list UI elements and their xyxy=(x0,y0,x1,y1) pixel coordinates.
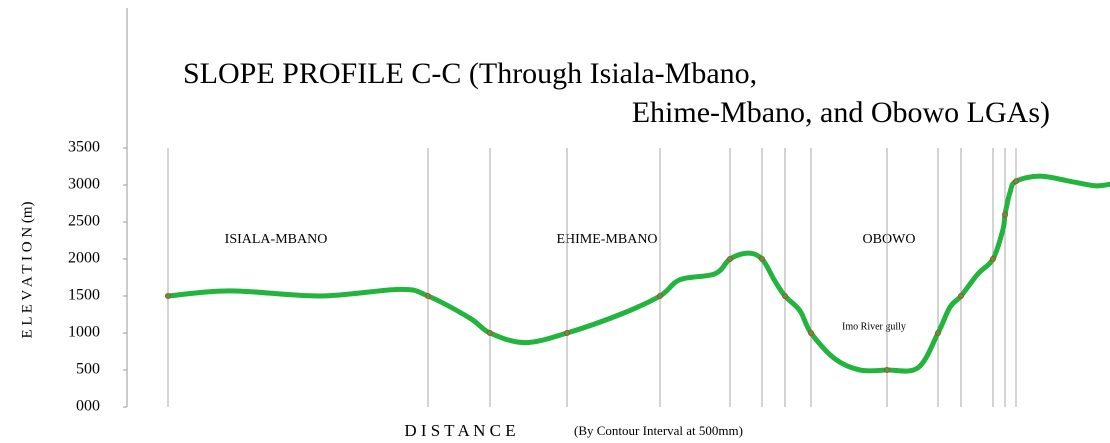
x-axis-note: (By Contour Interval at 500mm) xyxy=(574,423,743,438)
contour-point xyxy=(1013,178,1019,185)
contour-point xyxy=(958,293,964,299)
annotation: Imo River gully xyxy=(842,321,906,332)
contour-point xyxy=(425,293,431,299)
contour-point xyxy=(884,367,890,373)
contour-point xyxy=(1002,211,1008,218)
annotation: OBOWO xyxy=(863,232,916,247)
y-tick-label: 3500 xyxy=(68,139,100,156)
y-tick-label: 3000 xyxy=(68,176,100,193)
contour-point xyxy=(657,293,663,299)
y-tick-label: 1500 xyxy=(68,287,100,304)
y-tick-label: 2000 xyxy=(68,250,100,267)
chart-title: Ehime-Mbano, and Obowo LGAs) xyxy=(632,96,1050,129)
y-tick-label: 500 xyxy=(76,361,100,378)
x-axis-label: D I S T A N C E xyxy=(404,421,515,440)
annotation: EHIME-MBANO xyxy=(556,232,657,247)
annotation: ISIALA-MBANO xyxy=(225,232,328,247)
contour-point xyxy=(990,256,996,262)
contour-point xyxy=(782,293,788,299)
chart-title: SLOPE PROFILE C-C (Through Isiala-Mbano, xyxy=(183,57,757,90)
contour-point xyxy=(487,330,493,336)
y-tick-label: 2500 xyxy=(68,213,100,230)
contour-point xyxy=(165,293,171,299)
contour-point xyxy=(808,330,814,336)
y-tick-label: 1000 xyxy=(68,324,100,341)
y-tick-label: 000 xyxy=(76,398,100,415)
contour-point xyxy=(727,256,733,262)
profile-line xyxy=(165,173,1110,374)
contour-point xyxy=(759,256,765,262)
y-axis-label: E L E V A T I O N (m) xyxy=(19,201,35,338)
contour-point xyxy=(564,330,570,336)
contour-point xyxy=(935,330,941,336)
